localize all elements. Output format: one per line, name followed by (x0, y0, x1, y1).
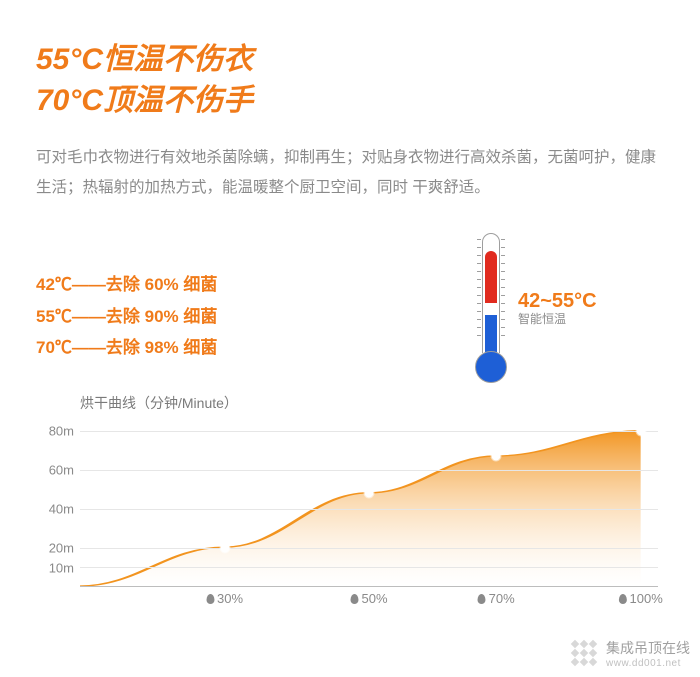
headline-line-2: 70°C顶温不伤手 (36, 81, 664, 122)
watermark-text: 集成吊顶在线 (606, 640, 690, 656)
chart-x-label: 70% (478, 591, 515, 606)
thermometer-block: 42~55°C 智能恒温 (474, 233, 654, 383)
chart-y-label: 10m (36, 560, 74, 575)
chart-x-labels: 30%50%70%100% (80, 591, 658, 611)
watermark: 集成吊顶在线 www.dd001.net (568, 637, 690, 669)
bullet-list: 42℃——去除 60% 细菌 55℃——去除 90% 细菌 70℃——去除 98… (36, 233, 474, 363)
bullet-item: 55℃——去除 90% 细菌 (36, 301, 474, 332)
mid-row: 42℃——去除 60% 细菌 55℃——去除 90% 细菌 70℃——去除 98… (36, 233, 664, 383)
chart-marker (636, 427, 645, 436)
headline: 55°C恒温不伤衣 70°C顶温不伤手 (36, 40, 664, 121)
chart-title: 烘干曲线（分钟/Minute） (80, 393, 664, 413)
chart: 烘干曲线（分钟/Minute） 30% 50% 70% 100% 80m 60m 40m 2… (36, 393, 664, 611)
chart-y-label: 80m (36, 424, 74, 439)
chart-marker (365, 489, 374, 498)
bullet-item: 42℃——去除 60% 细菌 (36, 269, 474, 300)
chart-y-label: 40m (36, 502, 74, 517)
thermometer-sub: 智能恒温 (518, 312, 597, 326)
headline-line-1: 55°C恒温不伤衣 (36, 40, 664, 81)
chart-x-label: 30% (206, 591, 243, 606)
chart-marker (220, 543, 229, 552)
chart-area (80, 421, 658, 586)
thermometer-range: 42~55°C (518, 290, 597, 312)
watermark-logo-icon (568, 637, 600, 669)
chart-x-label: 50% (350, 591, 387, 606)
chart-marker (492, 452, 501, 461)
chart-y-label: 20m (36, 541, 74, 556)
watermark-sub: www.dd001.net (606, 658, 690, 669)
chart-x-label: 100% (619, 591, 663, 606)
chart-plot (80, 421, 658, 587)
thermometer-icon (474, 233, 508, 383)
chart-y-label: 60m (36, 463, 74, 478)
description-text: 可对毛巾衣物进行有效地杀菌除螨，抑制再生；对贴身衣物进行高效杀菌，无菌呵护，健康… (36, 143, 664, 203)
bullet-item: 70℃——去除 98% 细菌 (36, 332, 474, 363)
thermometer-label: 42~55°C 智能恒温 (518, 290, 597, 326)
